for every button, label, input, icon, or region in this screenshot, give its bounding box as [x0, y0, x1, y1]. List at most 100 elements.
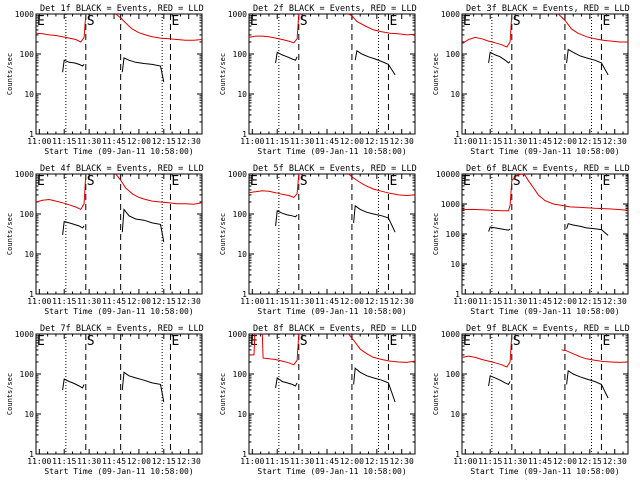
- x-tick-label: 12:00: [340, 297, 364, 306]
- x-tick-label: 12:30: [177, 457, 201, 466]
- y-tick-label: 1: [29, 130, 34, 139]
- x-tick-label: 11:30: [290, 297, 314, 306]
- events-series-line: [488, 226, 511, 232]
- y-tick-label: 1: [242, 450, 247, 459]
- x-tick-label: 11:15: [478, 137, 502, 146]
- events-series-line: [488, 375, 511, 387]
- x-tick-label: 12:30: [390, 457, 414, 466]
- x-tick-label: 11:15: [52, 457, 76, 466]
- time-marker-label: S: [513, 174, 521, 189]
- time-marker-label: E: [463, 174, 471, 189]
- x-tick-label: 11:30: [503, 457, 527, 466]
- x-tick-label: 12:15: [578, 297, 602, 306]
- y-tick-label: 1000: [228, 330, 247, 339]
- y-tick-label: 1: [455, 290, 460, 299]
- time-marker-label: E: [37, 334, 45, 349]
- x-axis-label: Start Time (09-Jan-11 10:58:00): [257, 147, 406, 156]
- y-axis-label: Counts/sec: [432, 213, 440, 255]
- x-tick-label: 11:30: [503, 297, 527, 306]
- x-axis-label: Start Time (09-Jan-11 10:58:00): [470, 467, 619, 476]
- events-series-line: [566, 223, 609, 236]
- x-tick-label: 11:45: [102, 297, 126, 306]
- detector-panel: Det 5f BLACK = Events, RED = LLD 1 10 100 10…: [219, 164, 417, 316]
- y-tick-label: 100: [446, 50, 461, 59]
- y-tick-label: 100: [446, 370, 461, 379]
- events-series-line: [566, 369, 609, 399]
- x-tick-label: 11:30: [290, 457, 314, 466]
- y-tick-label: 1000: [441, 330, 460, 339]
- y-tick-label: 100: [20, 210, 35, 219]
- lld-series-line: [557, 13, 628, 43]
- detector-panel: Det 4f BLACK = Events, RED = LLD 1 10 100 10…: [6, 164, 204, 316]
- x-tick-label: 12:15: [578, 137, 602, 146]
- x-axis-label: Start Time (09-Jan-11 10:58:00): [257, 307, 406, 316]
- events-series-line: [275, 210, 298, 227]
- panel-title: Det 1f BLACK = Events, RED = LLD: [40, 4, 204, 14]
- time-marker-label: E: [171, 14, 179, 29]
- time-marker-label: S: [513, 14, 521, 29]
- y-tick-label: 100: [233, 370, 248, 379]
- time-marker-label: E: [463, 14, 471, 29]
- lld-series-line: [248, 173, 300, 198]
- x-tick-label: 12:15: [365, 457, 389, 466]
- lld-series-line: [35, 13, 87, 43]
- y-tick-label: 10: [24, 250, 34, 259]
- x-tick-label: 12:00: [127, 297, 151, 306]
- x-tick-label: 12:15: [152, 137, 176, 146]
- lld-series-line: [348, 13, 416, 36]
- x-tick-label: 11:00: [453, 297, 477, 306]
- y-tick-label: 1: [455, 130, 460, 139]
- lld-series-line: [461, 173, 629, 212]
- x-tick-label: 11:30: [77, 137, 101, 146]
- detector-panel: Det 8f BLACK = Events, RED = LLD 1 10 100 10…: [219, 324, 417, 476]
- x-tick-label: 11:45: [528, 457, 552, 466]
- time-marker-label: E: [37, 174, 45, 189]
- x-tick-label: 12:00: [340, 137, 364, 146]
- x-tick-label: 11:45: [102, 137, 126, 146]
- x-tick-label: 11:30: [503, 137, 527, 146]
- plot-frame: [248, 333, 416, 455]
- events-series-line: [275, 51, 298, 63]
- time-marker-label: E: [171, 334, 179, 349]
- x-axis-label: Start Time (09-Jan-11 10:58:00): [257, 467, 406, 476]
- plot-frame: [35, 13, 203, 135]
- panel-title: Det 9f BLACK = Events, RED = LLD: [466, 324, 630, 334]
- y-tick-label: 1: [29, 450, 34, 459]
- x-tick-label: 11:00: [27, 457, 51, 466]
- x-tick-label: 12:30: [603, 457, 627, 466]
- y-tick-label: 1000: [228, 10, 247, 19]
- detector-panel: Det 6f BLACK = Events, RED = LLD 1 10 100 10…: [432, 164, 630, 316]
- x-tick-label: 11:00: [453, 137, 477, 146]
- lld-series-line: [35, 173, 87, 211]
- y-tick-label: 100: [233, 50, 248, 59]
- x-tick-label: 11:45: [315, 137, 339, 146]
- lld-series-line: [461, 333, 513, 368]
- y-axis-label: Counts/sec: [6, 53, 14, 95]
- events-series-line: [353, 367, 396, 403]
- x-tick-label: 11:00: [27, 297, 51, 306]
- panel-title: Det 2f BLACK = Events, RED = LLD: [253, 4, 417, 14]
- x-axis-label: Start Time (09-Jan-11 10:58:00): [470, 147, 619, 156]
- events-series-line: [354, 49, 396, 76]
- panel-title: Det 6f BLACK = Events, RED = LLD: [466, 164, 630, 174]
- events-series-line: [62, 59, 85, 73]
- x-tick-label: 11:45: [315, 457, 339, 466]
- time-marker-label: E: [602, 334, 610, 349]
- y-tick-label: 1000: [441, 200, 460, 209]
- y-tick-label: 1: [455, 450, 460, 459]
- x-tick-label: 11:15: [478, 297, 502, 306]
- y-tick-label: 10: [237, 410, 247, 419]
- time-marker-label: E: [171, 174, 179, 189]
- time-marker-label: E: [250, 334, 258, 349]
- x-tick-label: 12:30: [177, 137, 201, 146]
- detector-panel: Det 2f BLACK = Events, RED = LLD 1 10 100 10…: [219, 4, 417, 156]
- events-series-line: [121, 57, 165, 83]
- time-marker-label: S: [87, 14, 95, 29]
- x-tick-label: 12:30: [603, 137, 627, 146]
- panel-title: Det 4f BLACK = Events, RED = LLD: [40, 164, 204, 174]
- plot-frame: [35, 173, 203, 295]
- x-tick-label: 11:45: [528, 137, 552, 146]
- x-tick-label: 11:00: [453, 457, 477, 466]
- y-tick-label: 10: [24, 90, 34, 99]
